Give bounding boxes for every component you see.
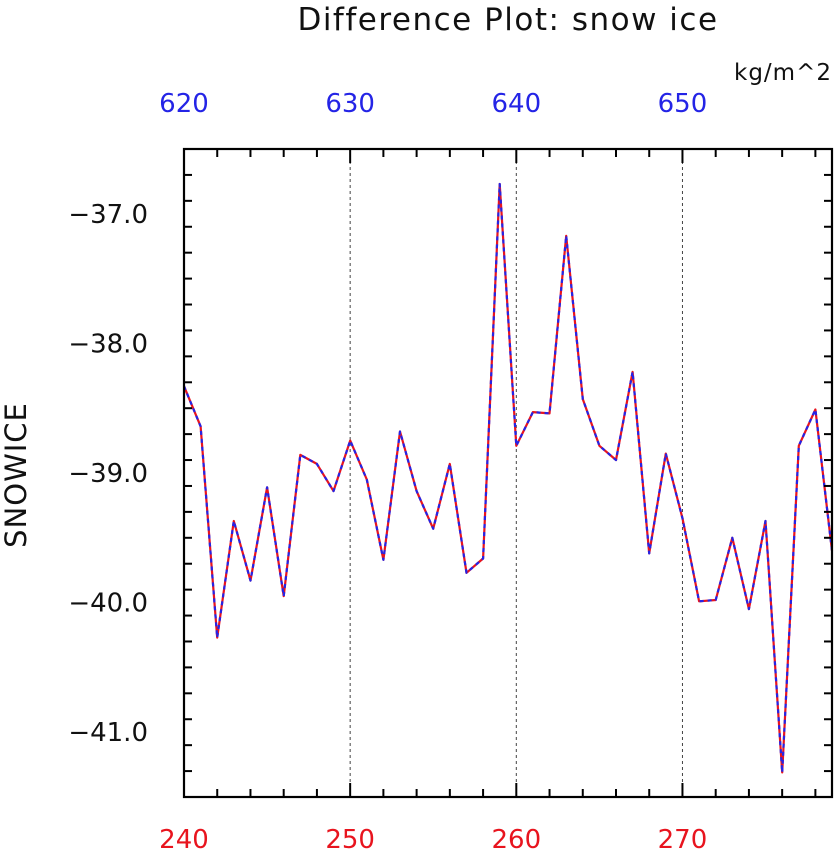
units-label: kg/m^2 <box>734 60 832 86</box>
x-bottom-tick-label: 260 <box>491 825 541 855</box>
x-bottom-tick-label: 240 <box>159 825 209 855</box>
x-top-tick-label: 650 <box>658 89 708 119</box>
y-tick-label: −39.0 <box>68 459 148 489</box>
chart-title: Difference Plot: snow ice <box>297 2 718 38</box>
gridlines <box>349 149 683 797</box>
y-tick-label: −38.0 <box>68 329 148 359</box>
x-top-tick-label: 640 <box>491 89 541 119</box>
plot-frame <box>182 147 834 799</box>
x-bottom-tick-label: 250 <box>325 825 375 855</box>
series-lines <box>182 182 834 774</box>
y-tick-label: −41.0 <box>68 718 148 748</box>
y-tick-label: −40.0 <box>68 589 148 619</box>
y-tick-label: −37.0 <box>68 200 148 230</box>
tick-labels: −37.0 −38.0 −39.0 −40.0 −41.0 240 250 260 270 620… <box>68 89 707 855</box>
solid-series-line <box>182 182 834 774</box>
axis-ticks <box>183 148 832 798</box>
y-axis-label: SNOWICE <box>0 402 33 548</box>
dashed-series-line <box>182 182 834 774</box>
x-bottom-tick-label: 270 <box>658 825 708 855</box>
x-top-tick-label: 620 <box>159 89 209 119</box>
x-top-tick-label: 630 <box>325 89 375 119</box>
